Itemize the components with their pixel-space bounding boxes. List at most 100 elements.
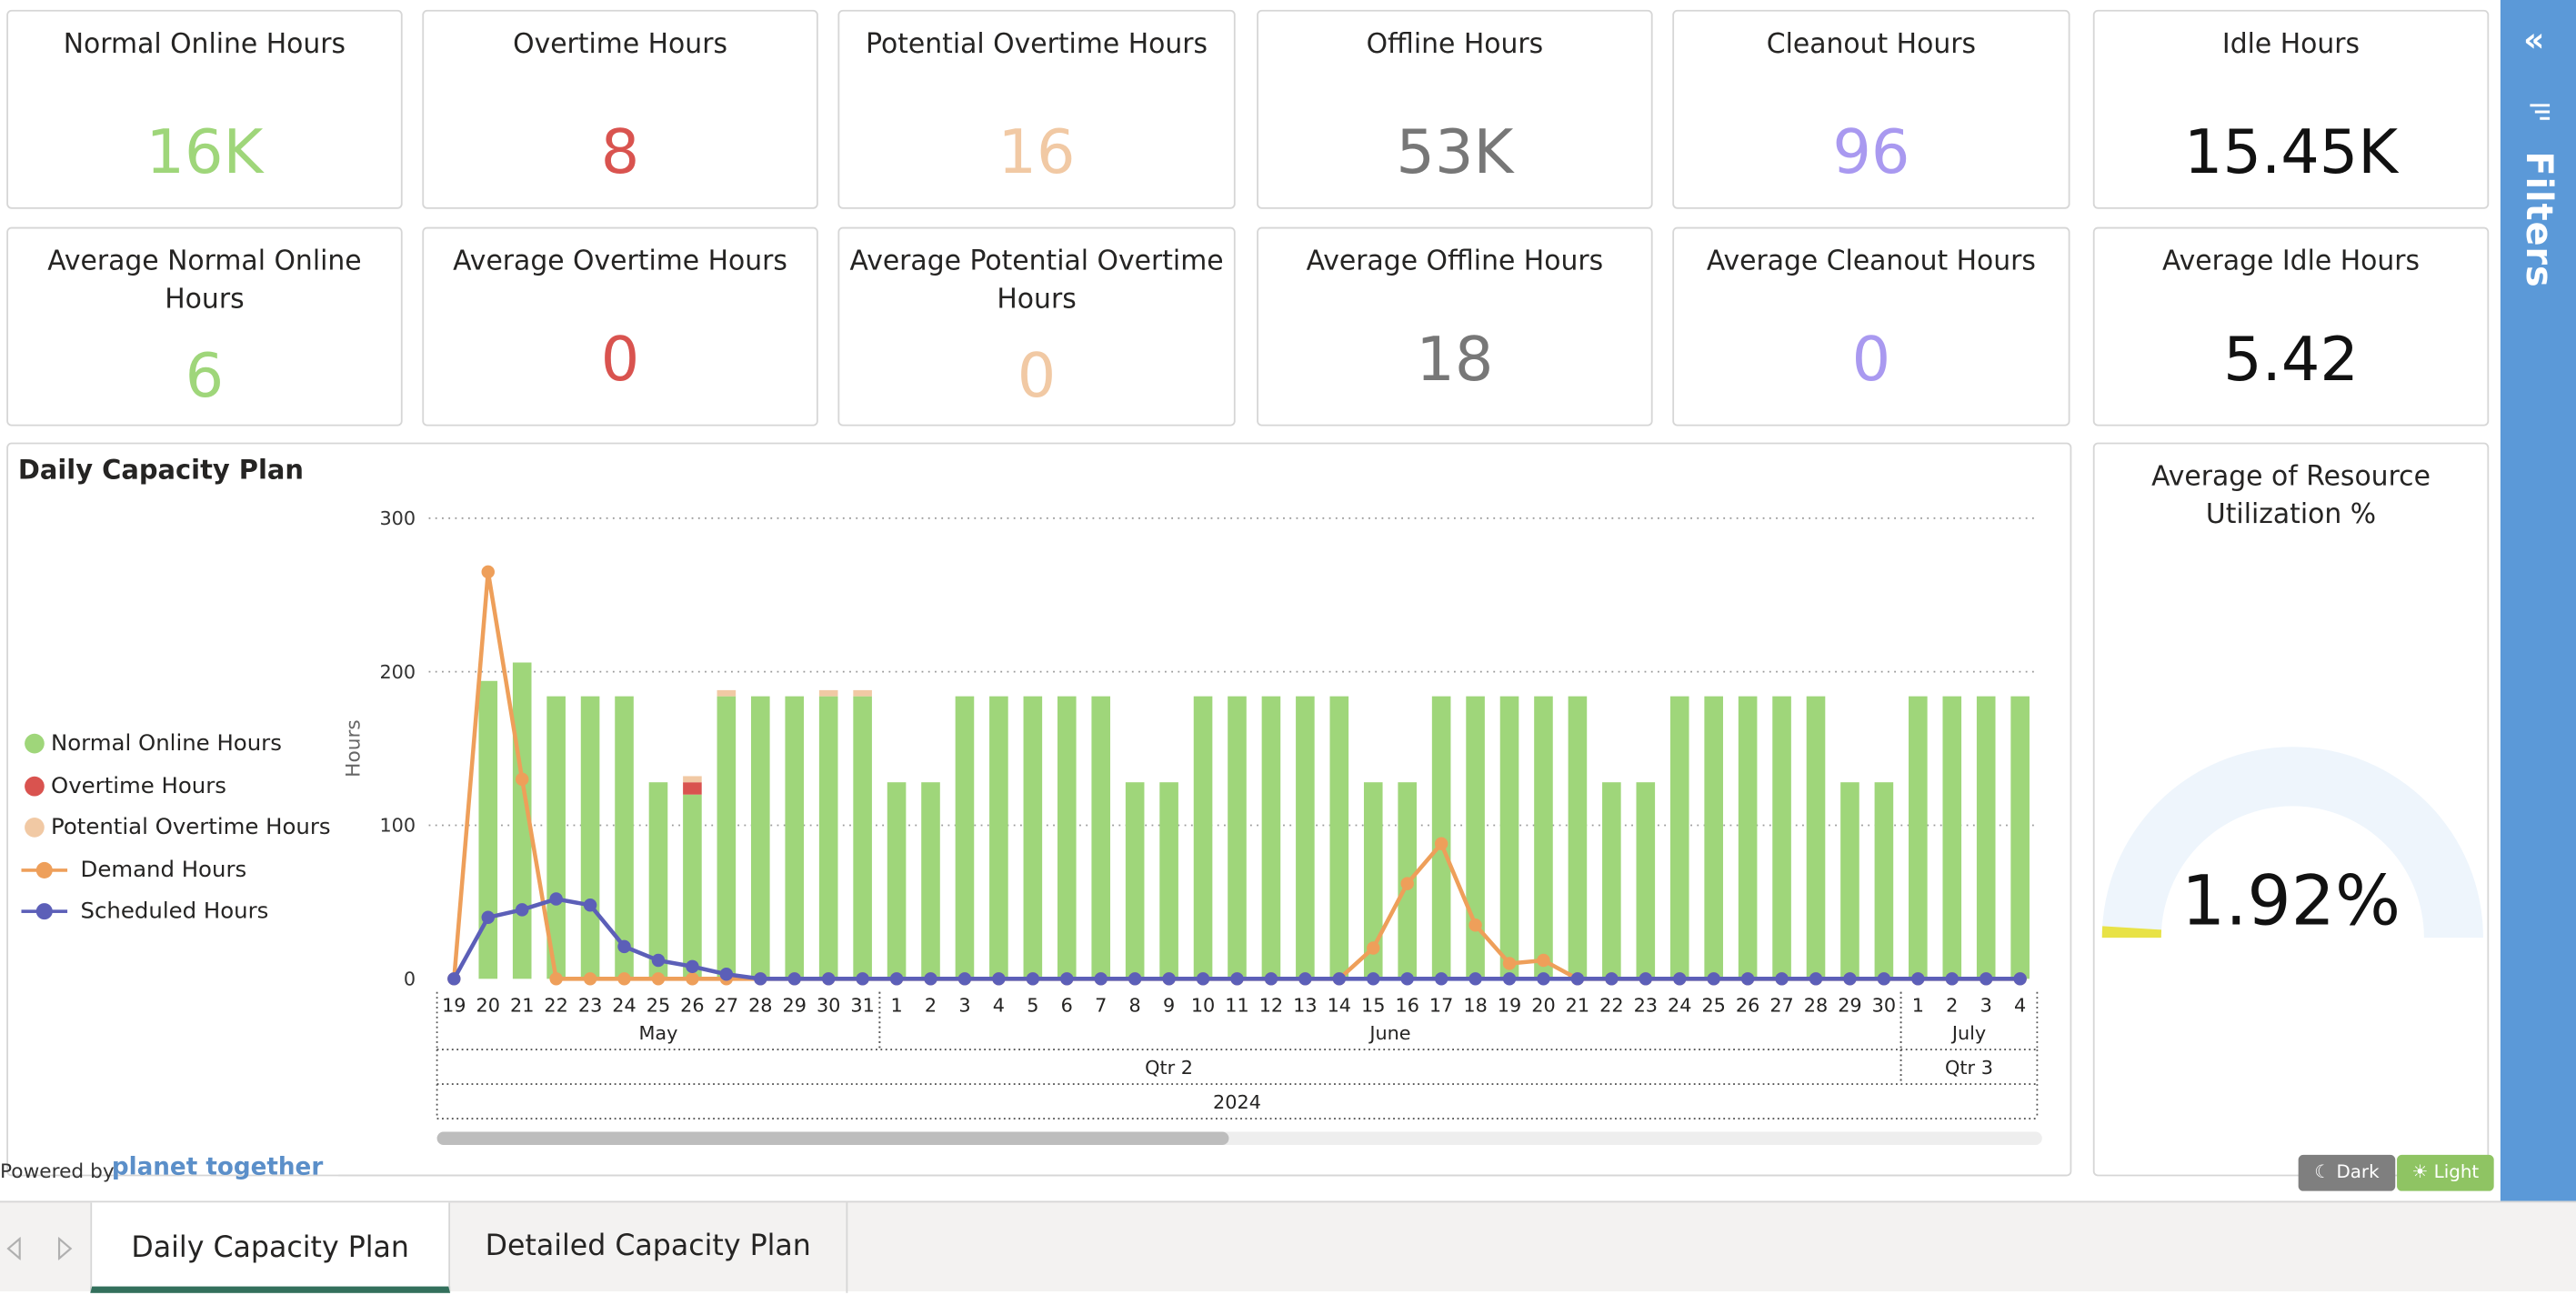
triangle-right-icon[interactable]	[55, 1237, 75, 1260]
page-tab-bar: Daily Capacity Plan Detailed Capacity Pl…	[0, 1200, 2576, 1293]
kpi-card-overtime[interactable]: Overtime Hours 8	[422, 9, 818, 209]
powered-by-divider	[338, 1174, 2067, 1177]
data-point	[651, 972, 666, 986]
data-point	[1468, 972, 1482, 986]
tab-label: Detailed Capacity Plan	[485, 1230, 811, 1264]
x-tick-label: 17	[1429, 994, 1453, 1016]
kpi-value: 5.42	[2223, 324, 2359, 396]
x-tick-label: 8	[1129, 994, 1141, 1016]
x-tick-label: 22	[1599, 994, 1623, 1016]
tab-daily-capacity-plan[interactable]: Daily Capacity Plan	[90, 1202, 451, 1293]
kpi-card-idle[interactable]: Idle Hours 15.45K	[2092, 9, 2490, 209]
y-tick-label: 300	[379, 507, 416, 529]
kpi-value: 16K	[145, 116, 264, 188]
bar	[887, 782, 907, 979]
bar	[580, 696, 600, 979]
kpi-title: Offline Hours	[1366, 27, 1544, 60]
data-point	[1945, 972, 1960, 986]
data-point	[1332, 972, 1347, 986]
data-point	[1570, 972, 1585, 986]
scrollbar-thumb[interactable]	[436, 1131, 1229, 1146]
data-point	[583, 898, 597, 912]
y-tick-label: 0	[404, 969, 416, 990]
double-chevron-left-icon[interactable]: «	[2523, 19, 2545, 60]
bar	[1669, 696, 1689, 979]
filter-lines-icon	[2530, 104, 2551, 120]
x-tick-label: 9	[1163, 994, 1175, 1016]
kpi-card-avg-normal-online[interactable]: Average Normal Online Hours 6	[6, 226, 403, 427]
bar	[615, 696, 634, 979]
kpi-card-normal-online[interactable]: Normal Online Hours 16K	[6, 9, 403, 209]
kpi-value: 0	[600, 324, 640, 396]
bar	[1329, 696, 1349, 979]
kpi-card-avg-idle[interactable]: Average Idle Hours 5.42	[2092, 226, 2490, 427]
data-point	[1162, 972, 1176, 986]
x-tick-label: 28	[748, 994, 772, 1016]
legend-label: Potential Overtime Hours	[51, 814, 331, 841]
kpi-title: Average Idle Hours	[2161, 245, 2421, 276]
kpi-card-potential-overtime[interactable]: Potential Overtime Hours 16	[837, 9, 1236, 209]
x-tick-label: 19	[1498, 994, 1521, 1016]
dark-theme-label: Dark	[2336, 1161, 2380, 1183]
kpi-title: Average Potential Overtime Hours	[849, 245, 1224, 315]
x-tick-label: 29	[783, 994, 807, 1016]
data-point	[1094, 972, 1108, 986]
data-point	[1673, 972, 1687, 986]
gauge-title: Average of Resource Utilization %	[2151, 460, 2431, 530]
x-tick-label: 21	[1566, 994, 1589, 1016]
dark-theme-button[interactable]: ☾ Dark	[2298, 1154, 2396, 1191]
x-tick-label: 27	[1769, 994, 1793, 1016]
x-tick-label: 11	[1225, 994, 1248, 1016]
x-tick-label: 20	[476, 994, 500, 1016]
kpi-card-avg-potential-overtime[interactable]: Average Potential Overtime Hours 0	[837, 226, 1236, 427]
data-point	[856, 972, 869, 986]
kpi-card-avg-cleanout[interactable]: Average Cleanout Hours 0	[1672, 226, 2070, 427]
kpi-card-offline[interactable]: Offline Hours 53K	[1257, 9, 1653, 209]
bar	[683, 794, 702, 979]
kpi-title: Cleanout Hours	[1766, 27, 1977, 60]
data-point	[754, 972, 767, 986]
bar	[1636, 782, 1656, 979]
kpi-card-cleanout[interactable]: Cleanout Hours 96	[1672, 9, 2070, 209]
bar	[1125, 782, 1145, 979]
data-point	[1605, 972, 1619, 986]
tab-detailed-capacity-plan[interactable]: Detailed Capacity Plan	[450, 1202, 848, 1293]
filters-pane[interactable]: « Filters	[2500, 0, 2576, 1201]
x-tick-label: 1	[890, 994, 902, 1016]
x-tick-label: 26	[1736, 994, 1759, 1016]
x-tick-label: 20	[1531, 994, 1555, 1016]
x-group-label: June	[1368, 1022, 1410, 1044]
x-tick-label: 15	[1361, 994, 1385, 1016]
legend-marker-icon	[25, 733, 45, 754]
bar	[1738, 696, 1758, 979]
kpi-card-avg-offline[interactable]: Average Offline Hours 18	[1257, 226, 1653, 427]
gauge-track	[2101, 747, 2483, 939]
data-point	[1264, 972, 1278, 986]
bar	[751, 696, 770, 979]
kpi-title: Potential Overtime Hours	[866, 27, 1208, 60]
bar	[546, 696, 566, 979]
x-tick-label: 25	[1701, 994, 1725, 1016]
x-tick-label: 16	[1395, 994, 1418, 1016]
x-group-label: May	[639, 1022, 678, 1044]
data-point	[1979, 972, 1993, 986]
data-point	[583, 972, 597, 986]
bar	[1466, 696, 1485, 979]
gauge-panel[interactable]: Average of Resource Utilization % 1.92%	[2092, 442, 2490, 1177]
kpi-card-avg-overtime[interactable]: Average Overtime Hours 0	[422, 226, 818, 427]
chart-panel[interactable]: Daily Capacity Plan Normal Online Hours …	[6, 442, 2073, 1178]
data-point	[617, 972, 631, 986]
triangle-left-icon[interactable]	[5, 1237, 25, 1260]
kpi-title: Average Normal Online Hours	[47, 245, 362, 315]
data-point	[549, 892, 563, 906]
x-tick-label: 12	[1259, 994, 1283, 1016]
data-point	[686, 972, 699, 986]
gauge-fill	[2101, 926, 2162, 939]
kpi-value: 18	[1416, 324, 1494, 396]
filters-label[interactable]: Filters	[2516, 151, 2559, 288]
light-theme-button[interactable]: ☀ Light	[2397, 1154, 2494, 1191]
data-point	[1537, 972, 1550, 986]
bar	[785, 696, 805, 979]
